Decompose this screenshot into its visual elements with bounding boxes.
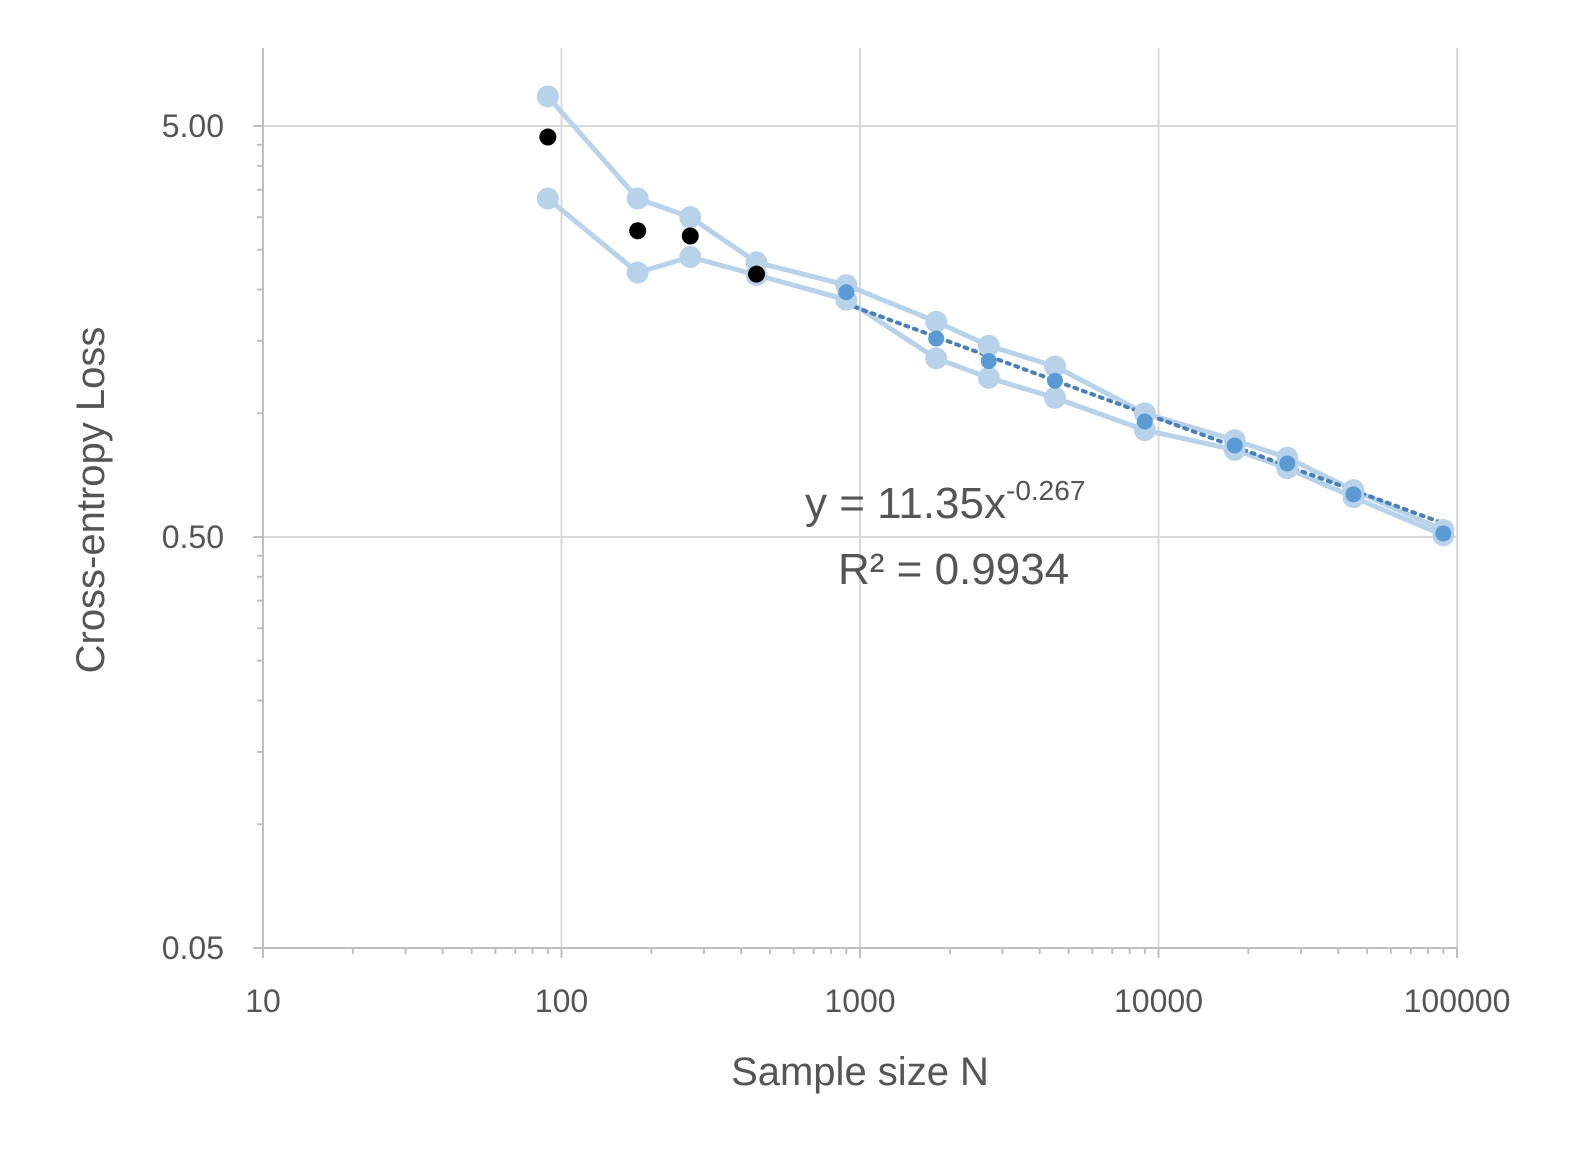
x-tick-label: 100000 [1404,983,1511,1019]
grid-lines [263,48,1458,948]
y-tick-label: 5.00 [162,108,224,144]
bound-data-point [536,187,559,210]
bound-data-point [977,366,1000,389]
mean-data-point [1345,486,1362,503]
excluded-data-point [629,222,647,240]
mean-data-point [838,284,855,301]
y-axis-title: Cross-entropy Loss [69,327,113,674]
bound-data-point [536,85,559,108]
mean-data-point [1046,372,1063,389]
bound-data-point [679,206,702,229]
x-tick-label: 1000 [824,983,895,1019]
series-line [545,94,1445,533]
bound-data-point [925,310,948,333]
bound-data-point [626,261,649,284]
excluded-data-point [681,227,699,245]
x-tick-label: 10000 [1114,983,1203,1019]
y-tick-label: 0.05 [162,930,224,966]
mean-data-point [1279,455,1296,472]
bound-data-point [925,347,948,370]
trendline-r-squared: R² = 0.9934 [838,545,1069,594]
trendline-equation: y = 11.35x-0.267 [805,475,1085,528]
series-layer [536,85,1455,547]
bound-data-point [1043,355,1066,378]
mean-data-point [980,353,997,370]
tick-labels: 10 100 1000 10000 100000 0.05 0.50 5.00 [162,108,1511,1019]
bound-data-point [977,334,1000,357]
bound-data-point [1043,386,1066,409]
x-axis-title: Sample size N [731,1050,989,1094]
excluded-data-point [747,265,765,283]
y-tick-label: 0.50 [162,519,224,555]
mean-data-point [1136,413,1153,430]
axes [253,48,1458,958]
bound-data-point [679,246,702,269]
excluded-data-point [539,128,557,146]
mean-data-point [1435,525,1452,542]
x-tick-label: 100 [535,983,588,1019]
trendline-equation-main: y = 11.35x [805,479,1006,528]
trendline-equation-exponent: -0.267 [1006,475,1085,506]
x-tick-label: 10 [245,983,281,1019]
mean-data-point [928,330,945,347]
mean-data-point [1226,437,1243,454]
bound-data-point [626,187,649,210]
